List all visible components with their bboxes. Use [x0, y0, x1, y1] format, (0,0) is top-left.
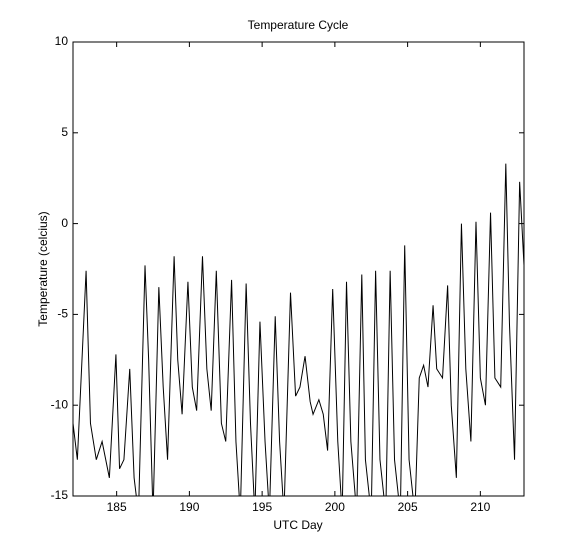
x-tick-label: 185 — [107, 500, 127, 514]
x-tick-label: 205 — [398, 500, 418, 514]
plot-frame — [72, 41, 525, 497]
y-axis-label: Temperature (celcius) — [36, 211, 50, 326]
x-tick-label: 210 — [470, 500, 490, 514]
x-tick-label: 200 — [325, 500, 345, 514]
x-tick-label: 195 — [252, 500, 272, 514]
y-tick-label: -15 — [51, 488, 69, 502]
y-tick-label: -10 — [51, 397, 69, 411]
y-tick-label: 0 — [61, 216, 68, 230]
y-tick-label: -5 — [57, 307, 68, 321]
y-tick-label: 5 — [61, 125, 68, 139]
temperature-line — [73, 163, 524, 496]
x-tick-label: 190 — [179, 500, 199, 514]
x-axis-label: UTC Day — [273, 518, 322, 532]
chart-title: Temperature Cycle — [248, 18, 349, 32]
y-tick-label: 10 — [55, 34, 69, 48]
